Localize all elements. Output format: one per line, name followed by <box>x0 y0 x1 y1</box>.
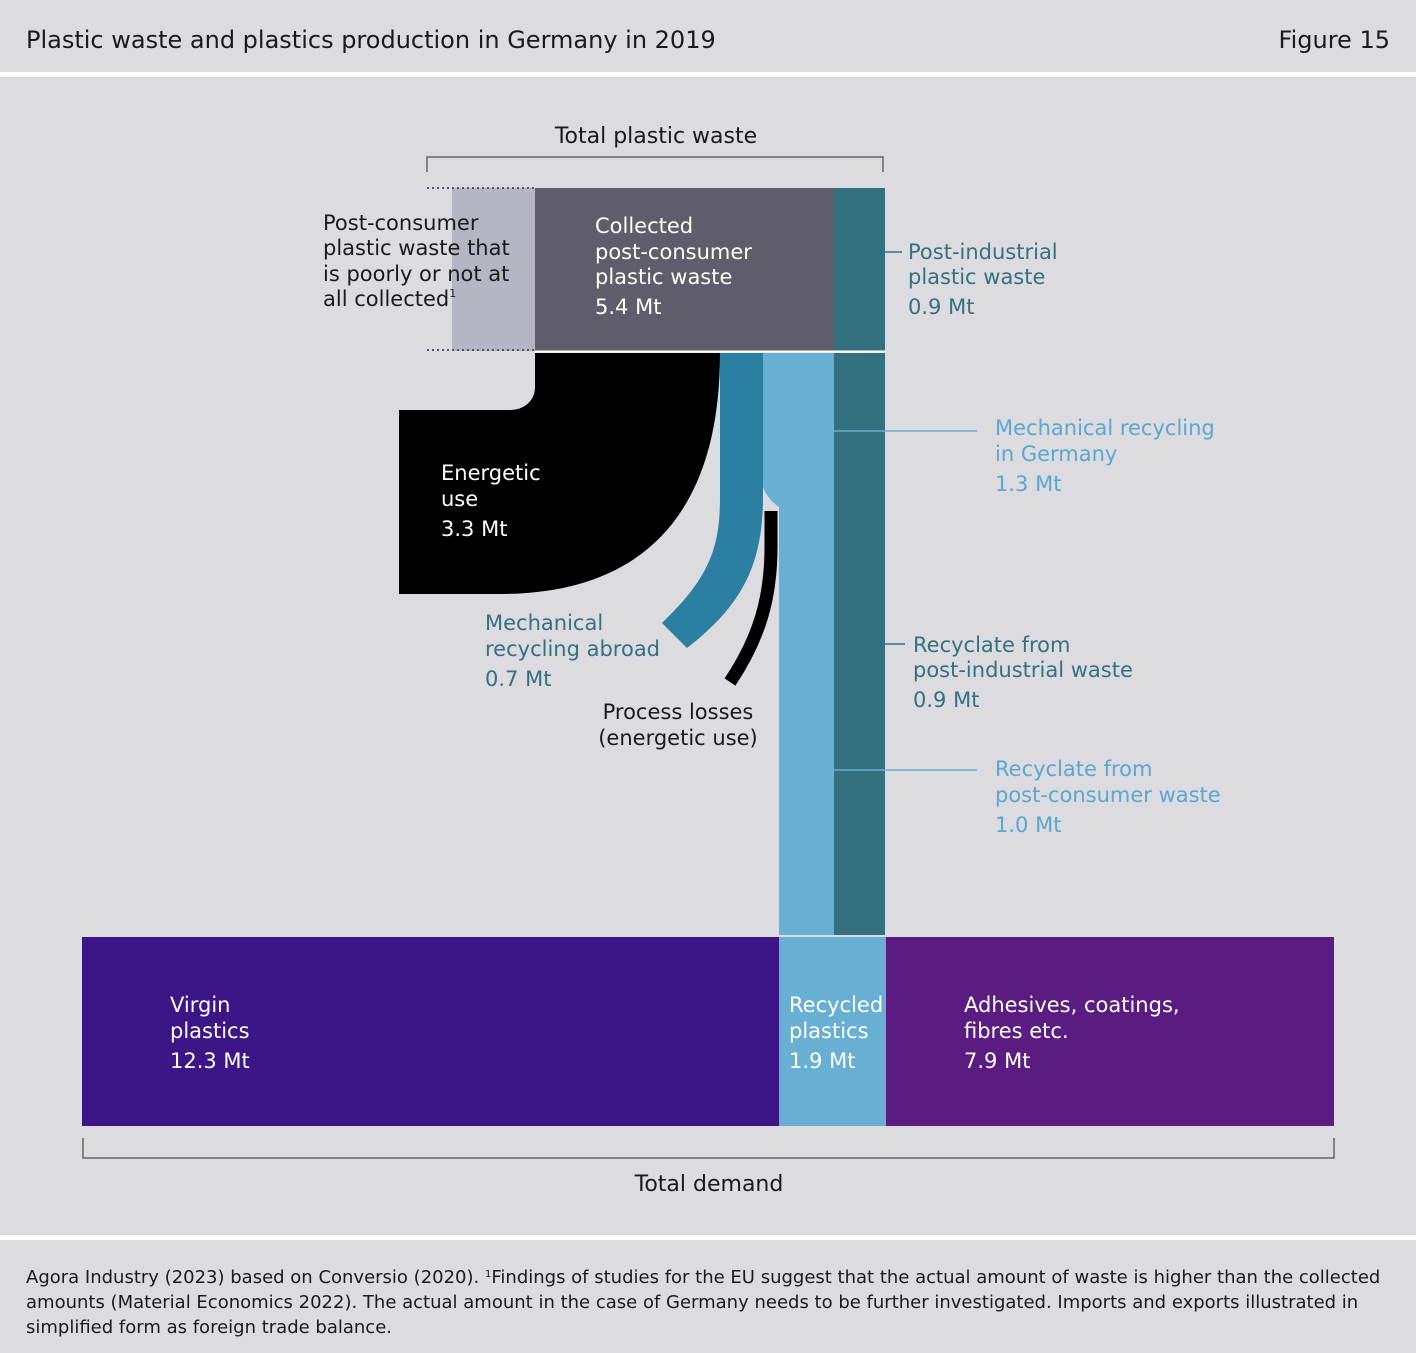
svg-text:1.0 Mt: 1.0 Mt <box>995 813 1061 837</box>
energetic-label: Energetic use 3.3 Mt <box>441 461 541 541</box>
svg-text:plastics: plastics <box>789 1019 869 1043</box>
recyclate-consumer-label: Recyclate from post-consumer waste 1.0 M… <box>995 757 1221 837</box>
svg-text:post-consumer waste: post-consumer waste <box>995 783 1221 807</box>
header: Plastic waste and plastics production in… <box>0 0 1416 72</box>
svg-text:3.3 Mt: 3.3 Mt <box>441 517 507 541</box>
svg-text:Recyclate from: Recyclate from <box>913 633 1071 657</box>
source-text: Agora Industry (2023) based on Conversio… <box>26 1267 480 1288</box>
total-demand-bracket <box>82 1138 1335 1159</box>
svg-text:Collected: Collected <box>595 214 693 238</box>
svg-text:1.9 Mt: 1.9 Mt <box>789 1049 855 1073</box>
adhesives-block <box>886 937 1334 1126</box>
svg-text:fibres etc.: fibres etc. <box>964 1019 1069 1043</box>
figure-number: Figure 15 <box>1278 26 1390 54</box>
svg-text:12.3 Mt: 12.3 Mt <box>170 1049 250 1073</box>
svg-text:Energetic: Energetic <box>441 461 541 485</box>
svg-text:Adhesives, coatings,: Adhesives, coatings, <box>964 993 1180 1017</box>
svg-text:0.9 Mt: 0.9 Mt <box>908 295 974 319</box>
total-waste-label: Total plastic waste <box>554 124 757 149</box>
svg-text:Recycled: Recycled <box>789 993 883 1017</box>
total-waste-bracket <box>426 156 884 172</box>
mech-germany-label: Mechanical recycling in Germany 1.3 Mt <box>995 416 1215 496</box>
svg-text:7.9 Mt: 7.9 Mt <box>964 1049 1030 1073</box>
footnote-text: Findings of studies for the EU suggest t… <box>26 1267 1381 1338</box>
process-losses-label: Process losses (energetic use) <box>598 700 758 750</box>
svg-text:Post-consumer: Post-consumer <box>323 211 479 235</box>
poorly-collected-label: Post-consumer plastic waste that is poor… <box>323 211 510 311</box>
svg-text:use: use <box>441 487 478 511</box>
svg-text:plastic waste: plastic waste <box>908 265 1045 289</box>
svg-text:in Germany: in Germany <box>995 442 1117 466</box>
mech-recycling-germany-stream <box>763 353 834 487</box>
source-note: Agora Industry (2023) based on Conversio… <box>26 1262 1396 1340</box>
footer-divider <box>0 1235 1416 1240</box>
recycled-plastics-label: Recycled plastics 1.9 Mt <box>789 993 883 1073</box>
virgin-plastics-block <box>82 937 779 1126</box>
post-industrial-block <box>834 188 885 351</box>
svg-text:post-consumer: post-consumer <box>595 240 752 264</box>
page-title: Plastic waste and plastics production in… <box>26 26 716 54</box>
svg-text:Recyclate from: Recyclate from <box>995 757 1153 781</box>
header-divider <box>0 72 1416 77</box>
process-losses-flow <box>724 511 778 686</box>
collected-label: Collected post-consumer plastic waste 5.… <box>595 214 752 319</box>
svg-text:recycling abroad: recycling abroad <box>485 637 660 661</box>
recyclate-industrial-label: Recyclate from post-industrial waste 0.9… <box>913 633 1133 712</box>
svg-text:post-industrial waste: post-industrial waste <box>913 658 1133 682</box>
energetic-use-flow <box>399 353 720 594</box>
recyclate-post-industrial-stream <box>834 353 885 935</box>
total-demand-label: Total demand <box>634 1172 784 1197</box>
svg-text:5.4 Mt: 5.4 Mt <box>595 295 661 319</box>
svg-text:is poorly or not at: is poorly or not at <box>323 262 509 286</box>
svg-text:0.7 Mt: 0.7 Mt <box>485 667 551 691</box>
poorly-collected-block <box>452 188 535 351</box>
virgin-plastics-label: Virgin plastics 12.3 Mt <box>170 993 250 1073</box>
svg-text:Virgin: Virgin <box>170 993 230 1017</box>
svg-text:plastic waste that: plastic waste that <box>323 236 510 260</box>
mech-recycling-abroad-flow <box>662 353 763 648</box>
svg-text:0.9 Mt: 0.9 Mt <box>913 688 979 712</box>
mech-recycling-germany-taper <box>763 487 779 507</box>
svg-text:plastics: plastics <box>170 1019 250 1043</box>
recyclate-post-consumer-stream <box>779 487 834 935</box>
svg-text:Post-industrial: Post-industrial <box>908 240 1058 264</box>
svg-text:plastic waste: plastic waste <box>595 265 732 289</box>
adhesives-label: Adhesives, coatings, fibres etc. 7.9 Mt <box>964 993 1180 1073</box>
footnote-mark: 1 <box>484 1269 492 1280</box>
svg-text:Mechanical recycling: Mechanical recycling <box>995 416 1215 440</box>
svg-text:Process losses: Process losses <box>603 700 754 724</box>
svg-text:1.3 Mt: 1.3 Mt <box>995 472 1061 496</box>
sankey-diagram: Total plastic waste Total demand Post-co… <box>82 124 1335 1197</box>
mech-abroad-label: Mechanical recycling abroad 0.7 Mt <box>485 611 660 691</box>
recycled-plastics-block <box>779 937 886 1126</box>
post-industrial-label: Post-industrial plastic waste 0.9 Mt <box>908 240 1058 319</box>
svg-text:all collected1: all collected1 <box>323 287 456 311</box>
collected-block <box>535 188 834 351</box>
svg-text:(energetic use): (energetic use) <box>598 726 758 750</box>
svg-text:Mechanical: Mechanical <box>485 611 603 635</box>
